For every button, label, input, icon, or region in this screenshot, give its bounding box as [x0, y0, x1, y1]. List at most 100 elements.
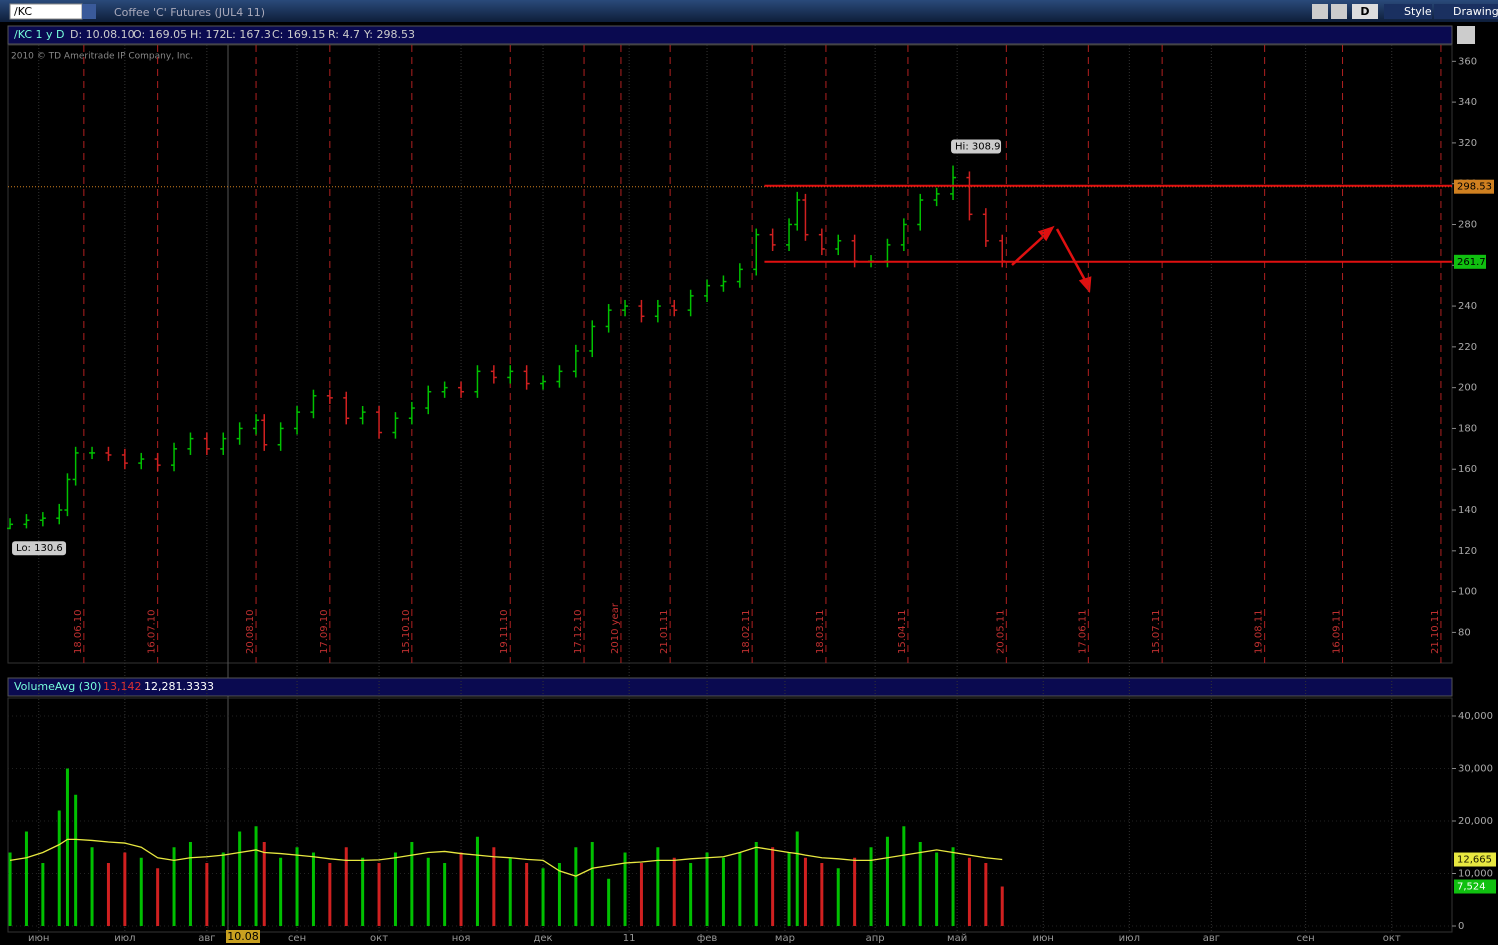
y-tick-label: 30,000	[1458, 764, 1493, 775]
price-tag	[1454, 179, 1494, 194]
volume-bar	[902, 826, 906, 927]
copyright: 2010 © TD Ameritrade IP Company, Inc.	[11, 52, 193, 62]
volume-bar	[771, 847, 775, 927]
volume-bar	[393, 852, 397, 927]
y-tick-label: 340	[1458, 97, 1477, 108]
volume-bar	[311, 852, 315, 927]
volume-bar	[836, 868, 840, 927]
average-tag-label: 12,665	[1457, 855, 1492, 866]
info-bar	[7, 25, 1453, 45]
info-study: /KC 1 y D	[14, 28, 64, 41]
volume-readout: 13,142	[103, 680, 142, 693]
month-label: окт	[370, 933, 388, 944]
volume-bar	[639, 863, 643, 927]
info-button[interactable]	[1457, 26, 1475, 44]
month-label: авг	[1203, 933, 1220, 944]
date-marker-label: 21.01.11	[659, 609, 670, 654]
volume-bar	[57, 810, 61, 927]
date-marker-label: 17.09.10	[319, 609, 330, 654]
volume-bar	[738, 852, 742, 927]
date-marker-label: 16.09.11	[1332, 609, 1343, 654]
volume-bar	[623, 852, 627, 927]
y-tick-label: 120	[1458, 546, 1477, 557]
tool-button[interactable]	[1312, 4, 1328, 19]
info-low: L: 167.3	[226, 28, 271, 41]
cursor-date-box	[226, 930, 260, 943]
volume-bar	[795, 831, 799, 927]
date-marker-label: 20.05.11	[995, 609, 1006, 654]
volume-panel	[7, 697, 1453, 933]
volume-bar	[8, 852, 12, 927]
volume-bar	[156, 868, 160, 927]
style: Style	[1404, 5, 1432, 18]
volume-bar	[967, 857, 971, 927]
volume-bar	[361, 857, 365, 927]
volume-bar	[377, 863, 381, 927]
aggregation-button[interactable]	[1352, 4, 1378, 19]
date-marker-label: 16.07.10	[147, 609, 158, 654]
y-tick-label: 80	[1458, 627, 1471, 638]
volume-tag	[1454, 879, 1496, 894]
y-tick-label: 20,000	[1458, 816, 1493, 827]
volume-bar	[574, 847, 578, 927]
volume-bar	[607, 878, 611, 927]
cursor-date: 10.08	[227, 930, 259, 943]
symbol-dropdown[interactable]	[82, 4, 96, 19]
month-label: авг	[198, 933, 215, 944]
volume-bar	[885, 836, 889, 927]
month-label: июн	[28, 933, 49, 944]
info-close: C: 169.15	[272, 28, 325, 41]
volume-bar	[254, 826, 258, 927]
volume-title: VolumeAvg (30)	[14, 680, 101, 693]
y-tick-label: 0	[1458, 921, 1464, 932]
level-tag-label: 261.7	[1457, 257, 1486, 268]
y-tick-label: 240	[1458, 301, 1477, 312]
description: Coffee 'C' Futures (JUL4 11)	[114, 6, 265, 19]
arrow-down	[1055, 228, 1088, 283]
volume-bar	[139, 857, 143, 927]
volume-bar	[295, 847, 299, 927]
y-tick-label: 10,000	[1458, 869, 1493, 880]
info-fields: /KC 1 y D D: 10.08.10 O: 169.05 H: 172 L…	[14, 28, 415, 41]
low-label: Lo: 130.6	[16, 543, 63, 554]
y-tick-label: 200	[1458, 383, 1477, 394]
month-label: июл	[1119, 933, 1140, 944]
volume-bar	[508, 857, 512, 927]
volume-bar	[984, 863, 988, 927]
avg-readout: 12,281.3333	[144, 680, 214, 693]
drawings-button[interactable]	[1434, 4, 1498, 19]
y-tick-label: 220	[1458, 342, 1477, 353]
volume-bar	[410, 842, 414, 927]
date-marker-label: 18.06.10	[73, 609, 84, 654]
month-label: сен	[288, 933, 306, 944]
month-label: окт	[1383, 933, 1401, 944]
date-marker-label: 15.07.11	[1151, 609, 1162, 654]
high-label-box	[951, 139, 1002, 154]
volume-bar	[328, 863, 332, 927]
month-label: сен	[1297, 933, 1315, 944]
level-tag	[1454, 254, 1486, 269]
info-date: D: 10.08.10	[70, 28, 135, 41]
drawn-arrows	[1011, 225, 1092, 294]
volume-bar	[525, 863, 529, 927]
date-marker-label: 17.06.11	[1077, 609, 1088, 654]
drawings: Drawings	[1453, 5, 1498, 18]
average-line	[9, 838, 1003, 877]
tool-button[interactable]	[1331, 4, 1347, 19]
y-tick-label: 40,000	[1458, 711, 1493, 722]
volume-bar	[188, 842, 192, 927]
month-label: ноя	[452, 933, 471, 944]
month-label: июл	[114, 933, 135, 944]
volume-bar	[459, 852, 463, 927]
volume-bar	[672, 857, 676, 927]
y-tick-label: 280	[1458, 219, 1477, 230]
style-button[interactable]	[1384, 4, 1432, 19]
arrow-head	[1037, 225, 1055, 242]
arrow-head	[1078, 276, 1092, 294]
low-label-box	[12, 541, 67, 556]
volume-bar	[24, 831, 28, 927]
volume-bar	[344, 847, 348, 927]
volume-bar	[557, 863, 561, 927]
volume-bar	[74, 794, 78, 927]
